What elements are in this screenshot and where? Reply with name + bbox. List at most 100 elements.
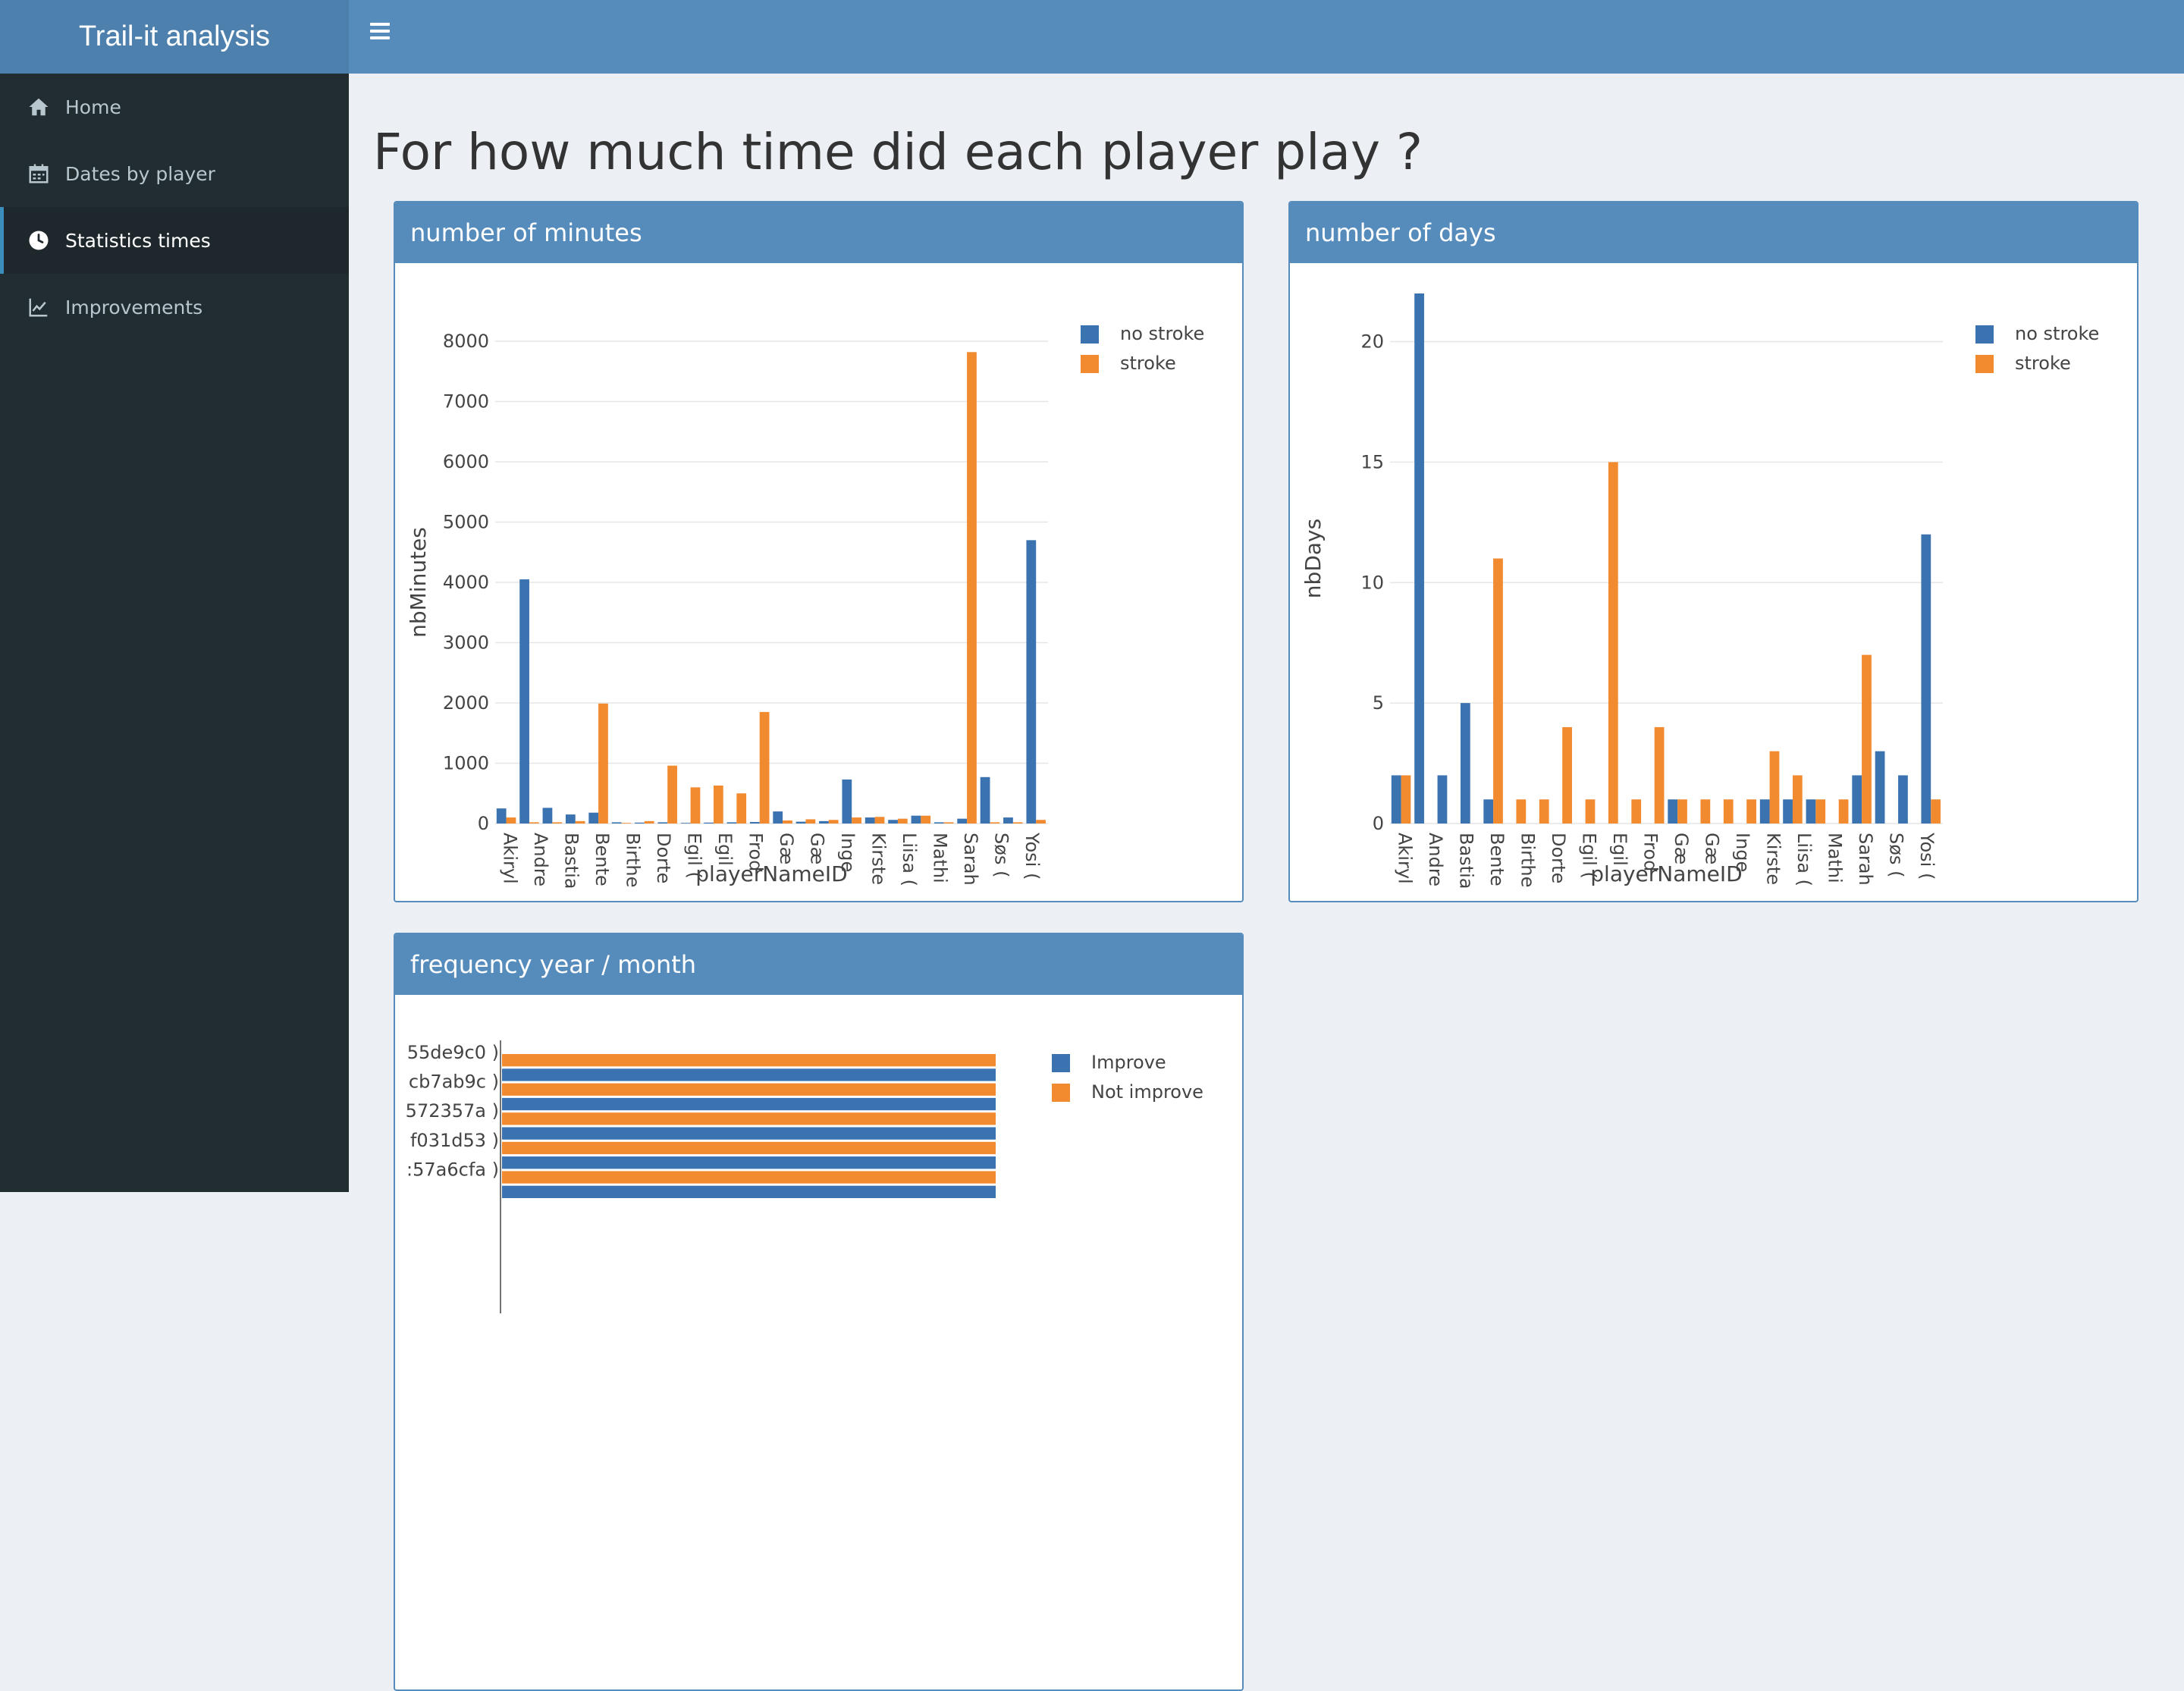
bar[interactable] — [1460, 703, 1470, 824]
bar[interactable] — [1562, 726, 1572, 824]
bar[interactable] — [704, 822, 714, 824]
bar[interactable] — [565, 814, 576, 824]
legend-swatch[interactable] — [1975, 325, 1994, 344]
bar[interactable] — [967, 352, 977, 824]
sidebar-item-improvements[interactable]: Improvements — [0, 274, 349, 340]
bar[interactable] — [502, 1054, 996, 1067]
bar[interactable] — [1631, 799, 1642, 824]
bar[interactable] — [635, 822, 645, 824]
legend-swatch[interactable] — [1052, 1084, 1070, 1102]
bar[interactable] — [980, 776, 990, 824]
bar[interactable] — [1769, 751, 1780, 824]
bar[interactable] — [819, 820, 829, 824]
bar[interactable] — [1516, 799, 1527, 824]
legend-label[interactable]: stroke — [1120, 353, 1176, 374]
bar[interactable] — [644, 820, 654, 824]
bar[interactable] — [1414, 293, 1424, 824]
legend-swatch[interactable] — [1052, 1054, 1070, 1072]
bar[interactable] — [1792, 775, 1803, 824]
bar[interactable] — [1608, 462, 1618, 824]
bar[interactable] — [1759, 799, 1770, 824]
bar[interactable] — [680, 823, 691, 824]
bar[interactable] — [502, 1097, 996, 1111]
bar[interactable] — [783, 820, 792, 824]
bar[interactable] — [852, 817, 861, 824]
bar[interactable] — [864, 817, 875, 824]
bar[interactable] — [1391, 775, 1401, 824]
bar[interactable] — [943, 822, 954, 824]
bar[interactable] — [1806, 799, 1816, 824]
bar[interactable] — [888, 820, 898, 824]
legend-label[interactable]: Improve — [1091, 1052, 1166, 1073]
bar[interactable] — [795, 821, 806, 824]
bar[interactable] — [1026, 540, 1037, 824]
bar[interactable] — [911, 815, 921, 824]
bar[interactable] — [1783, 799, 1793, 824]
bar[interactable] — [690, 787, 701, 824]
bar[interactable] — [588, 812, 599, 824]
bar[interactable] — [749, 822, 760, 824]
legend-label[interactable]: no stroke — [2015, 323, 2099, 344]
bar[interactable] — [1012, 822, 1023, 824]
legend-swatch[interactable] — [1975, 355, 1994, 373]
bar[interactable] — [1437, 775, 1448, 824]
bar[interactable] — [1723, 799, 1734, 824]
legend-label[interactable]: no stroke — [1120, 323, 1204, 344]
bar[interactable] — [657, 822, 668, 824]
bar[interactable] — [1483, 799, 1494, 824]
bar[interactable] — [805, 819, 816, 824]
bar[interactable] — [1036, 820, 1046, 824]
bar[interactable] — [598, 703, 608, 824]
bar[interactable] — [921, 815, 931, 824]
bar[interactable] — [542, 808, 553, 824]
sidebar-item-statistics-times[interactable]: Statistics times — [0, 207, 349, 274]
legend-swatch[interactable] — [1081, 355, 1099, 373]
bar[interactable] — [1875, 751, 1885, 824]
bar[interactable] — [502, 1171, 996, 1184]
bar[interactable] — [736, 793, 747, 824]
bar[interactable] — [506, 817, 516, 824]
bar[interactable] — [502, 1068, 996, 1081]
sidebar-item-home[interactable]: Home — [0, 74, 349, 140]
bar[interactable] — [667, 765, 677, 824]
bar[interactable] — [552, 822, 563, 824]
bar[interactable] — [1401, 775, 1411, 824]
bar[interactable] — [1921, 534, 1931, 824]
legend-label[interactable]: Not improve — [1091, 1081, 1203, 1103]
bar[interactable] — [842, 779, 852, 824]
bar[interactable] — [1585, 799, 1596, 824]
bar[interactable] — [1862, 654, 1872, 824]
bar[interactable] — [726, 822, 737, 824]
bar[interactable] — [1746, 799, 1756, 824]
bar[interactable] — [1668, 799, 1678, 824]
bar[interactable] — [990, 822, 1000, 824]
bar[interactable] — [502, 1112, 996, 1125]
bar[interactable] — [874, 817, 885, 824]
legend-label[interactable]: stroke — [2015, 353, 2071, 374]
bar[interactable] — [773, 811, 783, 824]
bar[interactable] — [1493, 558, 1503, 824]
bar[interactable] — [1700, 799, 1711, 824]
bar[interactable] — [529, 822, 539, 824]
sidebar-toggle-icon[interactable] — [370, 23, 390, 39]
bar[interactable] — [1898, 775, 1908, 824]
bar[interactable] — [1003, 817, 1013, 824]
bar[interactable] — [759, 711, 770, 824]
bar[interactable] — [502, 1083, 996, 1096]
bar[interactable] — [1852, 775, 1862, 824]
bar[interactable] — [828, 820, 839, 824]
bar[interactable] — [621, 823, 632, 824]
bar[interactable] — [934, 822, 944, 824]
legend-swatch[interactable] — [1081, 325, 1099, 344]
sidebar-item-dates-by-player[interactable]: Dates by player — [0, 140, 349, 207]
bar[interactable] — [1931, 799, 1941, 824]
bar[interactable] — [519, 579, 529, 824]
bar[interactable] — [897, 818, 908, 824]
bar[interactable] — [575, 820, 585, 824]
bar[interactable] — [1677, 799, 1687, 824]
bar[interactable] — [502, 1156, 996, 1169]
bar[interactable] — [496, 808, 507, 824]
bar[interactable] — [1654, 726, 1665, 824]
bar[interactable] — [957, 818, 968, 824]
bar[interactable] — [1815, 799, 1826, 824]
